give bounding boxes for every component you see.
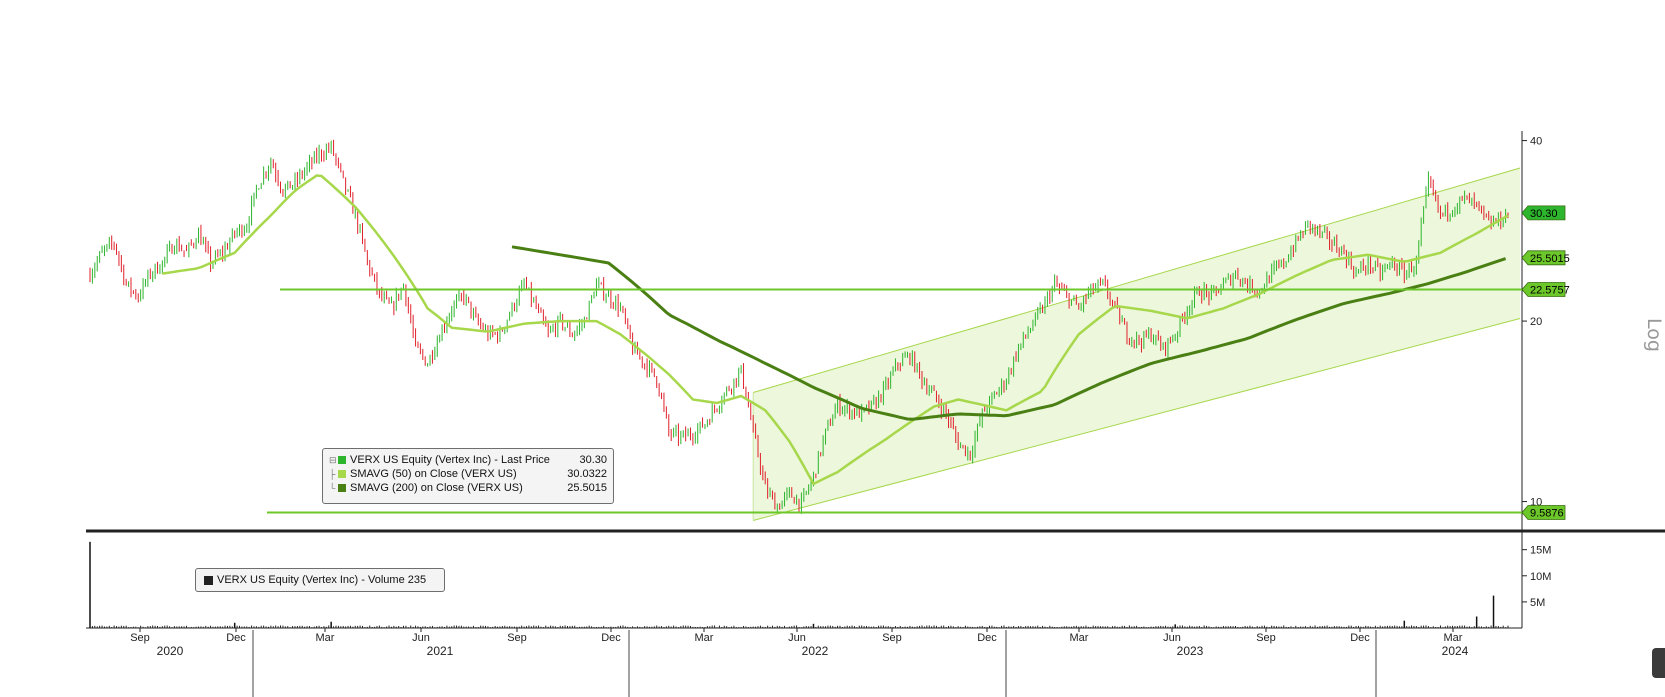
level-tag-lower-text: 9.5876 (1530, 508, 1564, 520)
x-tick-label: Mar (1070, 632, 1089, 644)
last-price-tag-bg (1521, 205, 1566, 221)
legend-label-sma200: SMAVG (200) on Close (VERX US) (350, 482, 523, 494)
y-tick-label: 20 (1530, 316, 1542, 328)
channel-upper (753, 167, 1521, 394)
last-price-tag-text: 30.30 (1530, 208, 1558, 220)
level-tag-lower-bg (1521, 505, 1566, 520)
volume-panel: 5M 10M 15M (89, 541, 1551, 628)
legend-swatch-sma50 (338, 470, 346, 478)
sma200-tag-bg (1521, 250, 1566, 266)
sma200-tag: 25.5015 (1521, 250, 1570, 266)
x-year-label: 2023 (1177, 644, 1204, 658)
x-tick-label: Dec (601, 632, 621, 644)
legend-value-sma200: 25.5015 (567, 482, 607, 494)
x-tick-label: Mar (695, 632, 714, 644)
legend-value-price: 30.30 (579, 454, 607, 466)
level-tag-upper: 22.5757 (1521, 282, 1570, 297)
tree-toggle-icon[interactable]: ⊟ (329, 455, 337, 465)
legend-label-volume: VERX US Equity (Vertex Inc) - Volume 235 (217, 574, 427, 586)
level-tag-upper-text: 22.5757 (1530, 285, 1570, 297)
sma200-tag-text: 25.5015 (1530, 253, 1570, 265)
x-tick-label: Mar (1444, 632, 1463, 644)
sma200-line (511, 245, 1507, 421)
x-tick-label: Dec (977, 632, 997, 644)
panel-handle[interactable] (1652, 648, 1665, 678)
tree-branch-icon: ├ (329, 469, 336, 479)
x-year-label: 2020 (157, 644, 184, 658)
last-price-tag: 30.30 (1521, 205, 1566, 221)
volume-legend[interactable]: VERX US Equity (Vertex Inc) - Volume 235 (195, 568, 445, 592)
x-tick-label: Mar (316, 632, 335, 644)
volume-tick-label: 10M (1530, 571, 1551, 583)
log-scale-label: Log (1643, 318, 1665, 352)
x-year-label: 2021 (427, 644, 454, 658)
moving-averages (162, 174, 1509, 486)
x-tick-label: Sep (130, 632, 150, 644)
level-tag-upper-bg (1521, 282, 1566, 297)
x-tick-label: Dec (1350, 632, 1370, 644)
x-year-label: 2024 (1442, 644, 1469, 658)
horizontal-levels (267, 288, 1522, 514)
x-tick-label: Dec (226, 632, 246, 644)
price-legend[interactable]: ⊟ VERX US Equity (Vertex Inc) - Last Pri… (322, 448, 614, 504)
level-tag-lower: 9.5876 (1521, 505, 1566, 520)
legend-label-price: VERX US Equity (Vertex Inc) - Last Price (350, 454, 550, 466)
x-tick-label: Jun (788, 632, 806, 644)
x-tick-label: Sep (1256, 632, 1276, 644)
x-tick-label: Sep (882, 632, 902, 644)
x-tick-label: Jun (1163, 632, 1181, 644)
legend-value-sma50: 30.0322 (567, 468, 607, 480)
x-year-label: 2022 (802, 644, 829, 658)
volume-tick-label: 5M (1530, 597, 1545, 609)
legend-swatch-price (338, 456, 346, 464)
legend-swatch-sma200 (338, 484, 346, 492)
x-tick-label: Jun (412, 632, 430, 644)
sma50-line (162, 174, 1509, 486)
x-tick-label: Sep (507, 632, 527, 644)
channel-lower (753, 318, 1521, 521)
y-tick-label: 40 (1530, 136, 1542, 148)
legend-item-sma200[interactable]: └ SMAVG (200) on Close (VERX US) 25.5015 (329, 481, 607, 495)
legend-swatch-volume (204, 576, 213, 585)
legend-item-sma50[interactable]: ├ SMAVG (50) on Close (VERX US) 30.0322 (329, 467, 607, 481)
legend-label-sma50: SMAVG (50) on Close (VERX US) (350, 468, 517, 480)
volume-tick-label: 15M (1530, 545, 1551, 557)
legend-item-price[interactable]: ⊟ VERX US Equity (Vertex Inc) - Last Pri… (329, 453, 607, 467)
tree-branch-icon: └ (329, 483, 336, 493)
